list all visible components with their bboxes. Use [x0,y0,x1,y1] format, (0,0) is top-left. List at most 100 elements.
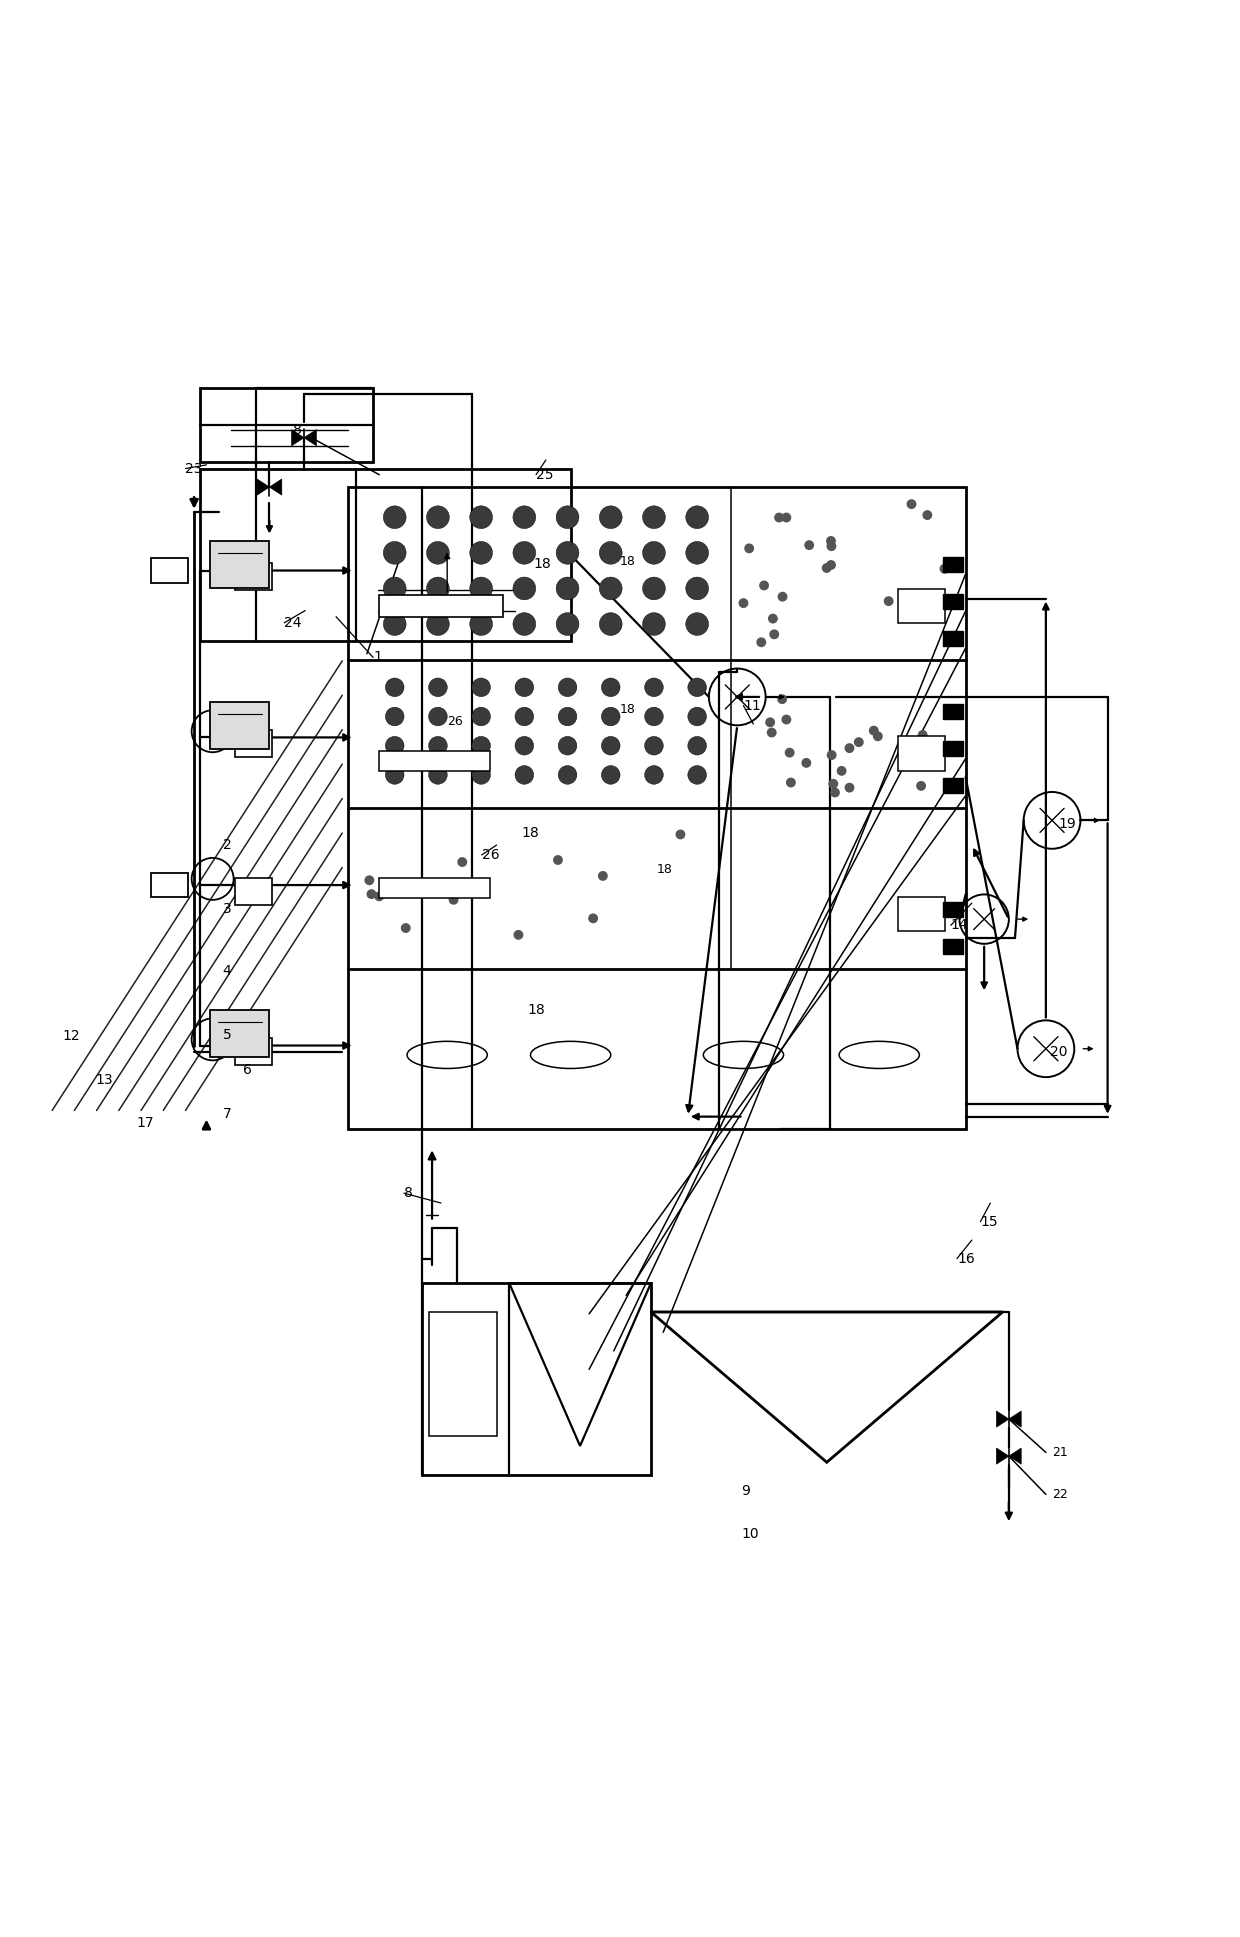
Circle shape [916,781,926,790]
Circle shape [470,506,492,529]
Circle shape [599,542,622,564]
Text: 24: 24 [284,616,301,630]
Circle shape [386,736,404,755]
Circle shape [553,854,563,866]
Circle shape [744,544,754,554]
Circle shape [826,537,836,546]
Bar [429,1311,497,1437]
Circle shape [645,678,663,697]
Text: 10: 10 [742,1526,759,1540]
Circle shape [827,750,837,759]
Bar [210,1009,269,1058]
Circle shape [556,612,579,635]
Circle shape [785,748,795,757]
Circle shape [601,707,620,726]
Bar [234,1038,272,1065]
Circle shape [837,765,847,777]
Polygon shape [1009,1449,1022,1464]
Text: 18: 18 [620,703,636,717]
Circle shape [513,506,536,529]
Circle shape [588,914,598,924]
Circle shape [401,924,410,934]
Circle shape [686,542,708,564]
Circle shape [756,637,766,647]
Text: 1: 1 [373,651,382,664]
Circle shape [558,736,577,755]
Circle shape [556,506,579,529]
Text: 2: 2 [222,839,231,852]
Polygon shape [304,430,316,446]
Circle shape [558,707,577,726]
Text: 4: 4 [222,965,231,978]
Circle shape [642,577,666,600]
Circle shape [513,930,523,939]
Circle shape [873,732,883,742]
Text: 9: 9 [742,1484,750,1497]
Circle shape [940,564,950,573]
Circle shape [781,715,791,724]
Bar [944,903,963,916]
Circle shape [645,765,663,784]
Text: 18: 18 [521,825,539,841]
Polygon shape [257,478,269,496]
Circle shape [558,678,577,697]
Circle shape [556,542,579,564]
Circle shape [777,693,787,703]
Bar [944,742,963,755]
Circle shape [599,577,622,600]
Circle shape [386,765,404,784]
Circle shape [676,829,686,839]
Circle shape [513,542,536,564]
Circle shape [471,765,491,784]
Bar [898,736,945,771]
Polygon shape [269,478,281,496]
Polygon shape [1009,1410,1022,1428]
Bar [423,1284,651,1474]
Bar [944,779,963,794]
Circle shape [383,612,407,635]
Circle shape [449,895,459,905]
Bar [201,469,570,641]
Circle shape [686,612,708,635]
Circle shape [558,765,577,784]
Bar [944,939,963,953]
Bar [379,877,490,899]
Text: 16: 16 [957,1251,975,1265]
Circle shape [515,707,533,726]
Polygon shape [291,430,304,446]
Circle shape [642,542,666,564]
Bar [234,730,272,757]
Circle shape [515,736,533,755]
Circle shape [513,612,536,635]
Bar [234,877,272,905]
Circle shape [470,542,492,564]
Circle shape [427,612,449,635]
Circle shape [599,612,622,635]
Circle shape [429,765,448,784]
Circle shape [470,577,492,600]
Bar [234,564,272,591]
Text: 18: 18 [620,556,636,568]
Circle shape [688,765,707,784]
Circle shape [801,757,811,767]
Text: 5: 5 [222,1029,231,1042]
Text: 19: 19 [1058,817,1076,831]
Bar [944,595,963,608]
Text: 15: 15 [981,1214,998,1228]
Circle shape [365,876,374,885]
Bar [210,701,269,748]
Circle shape [374,891,384,901]
Text: 20: 20 [1049,1046,1068,1060]
Circle shape [781,513,791,523]
Circle shape [427,542,449,564]
Bar [151,874,188,897]
Circle shape [805,540,815,550]
Circle shape [642,506,666,529]
Circle shape [688,707,707,726]
Bar [210,540,269,587]
Circle shape [383,506,407,529]
Text: 12: 12 [62,1029,79,1044]
Bar [379,752,490,771]
Text: 21: 21 [1052,1445,1068,1459]
Circle shape [427,577,449,600]
